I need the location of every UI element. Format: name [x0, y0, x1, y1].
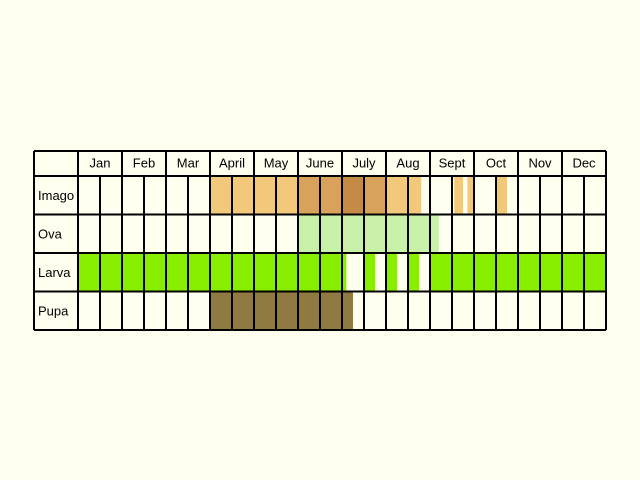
imago-segment-3: [320, 176, 342, 215]
month-label-may: May: [264, 156, 289, 171]
month-label-july: July: [352, 156, 376, 171]
row-label-larva: Larva: [38, 265, 71, 280]
larva-segment-1: [364, 253, 375, 292]
month-label-aug: Aug: [396, 156, 419, 171]
larva-segment-0: [78, 253, 347, 292]
month-label-feb: Feb: [133, 156, 155, 171]
month-label-april: April: [219, 156, 245, 171]
larva-segment-2: [386, 253, 397, 292]
imago-segment-7: [408, 176, 422, 215]
ova-segment-0: [298, 214, 439, 253]
month-label-dec: Dec: [572, 156, 596, 171]
month-label-sept: Sept: [439, 156, 466, 171]
imago-segment-2: [298, 176, 320, 215]
month-label-oct: Oct: [486, 156, 507, 171]
imago-segment-1: [276, 176, 298, 215]
month-label-june: June: [306, 156, 334, 171]
imago-segment-8: [454, 176, 463, 215]
imago-segment-10: [496, 176, 507, 215]
grid-lines: [33, 150, 607, 331]
month-label-jan: Jan: [90, 156, 111, 171]
month-label-mar: Mar: [177, 156, 200, 171]
labels: Jan Feb Mar April May June July Aug Sept Oct Nov De…: [38, 156, 596, 319]
imago-segment-0: [210, 176, 276, 215]
month-label-nov: Nov: [528, 156, 552, 171]
larva-segment-3: [408, 253, 419, 292]
row-label-pupa: Pupa: [38, 303, 69, 318]
imago-segment-9: [467, 176, 474, 215]
row-label-ova: Ova: [38, 226, 63, 241]
imago-segment-4: [342, 176, 364, 215]
pupa-segment-0: [210, 291, 353, 330]
row-label-imago: Imago: [38, 188, 74, 203]
imago-segment-5: [364, 176, 386, 215]
imago-segment-6: [386, 176, 408, 215]
